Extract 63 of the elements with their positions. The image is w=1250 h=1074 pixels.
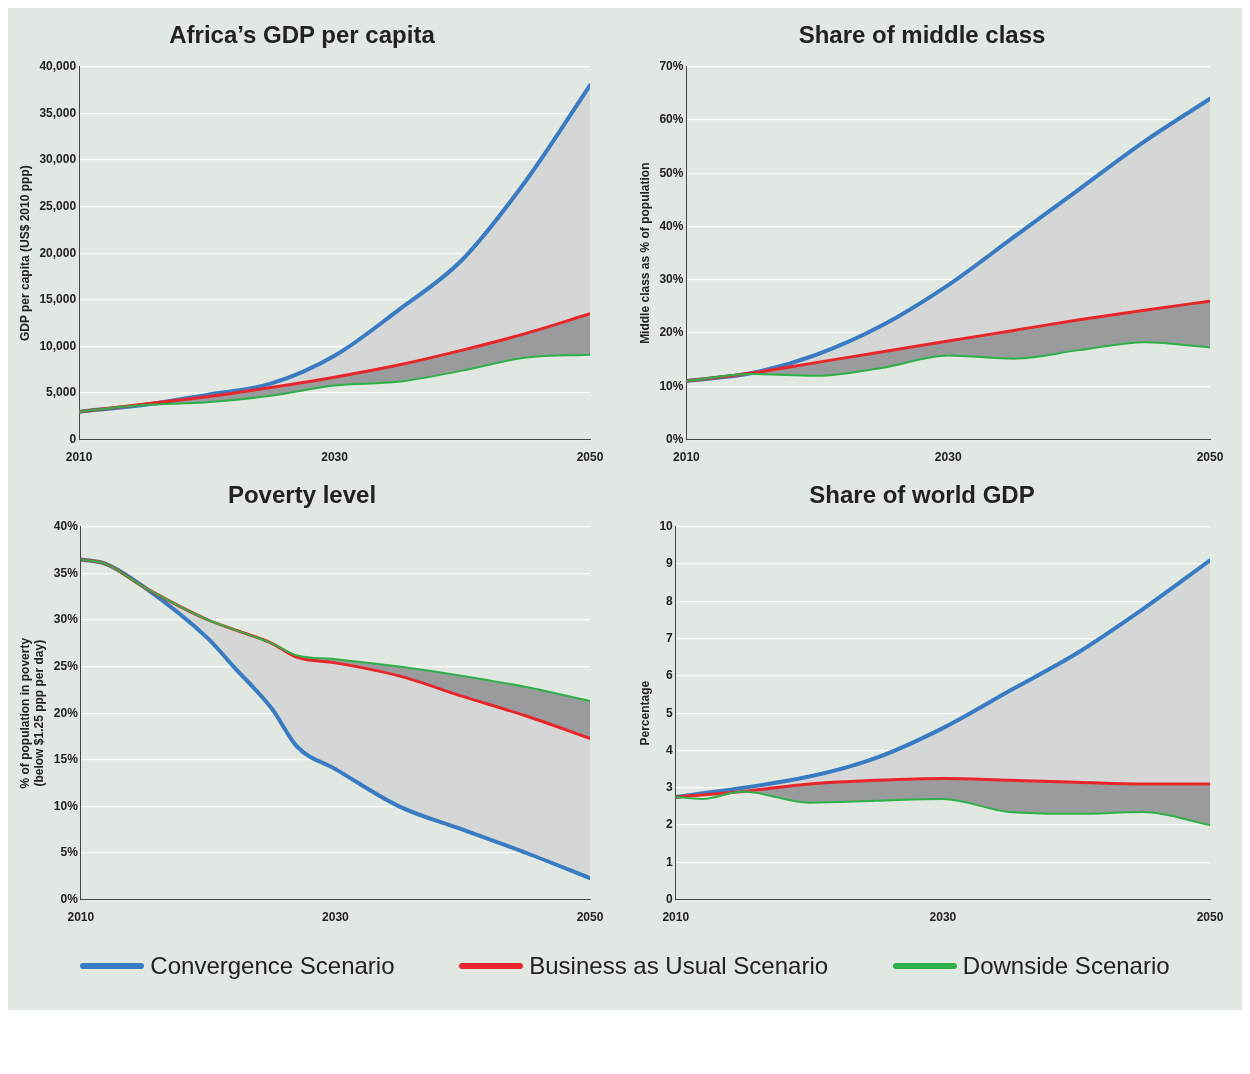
y-tick-label: 15% — [53, 752, 79, 767]
line-series — [675, 776, 1210, 799]
y-tick-label: 1 — [666, 854, 674, 869]
y-tick-label: 0% — [60, 891, 79, 906]
y-tick-label: 40,000 — [39, 59, 77, 74]
y-axis-title: Percentage — [637, 680, 652, 746]
y-tick-label: 10 — [659, 519, 674, 534]
y-tick-label: 30% — [53, 612, 79, 627]
y-tick-label: 20,000 — [39, 245, 77, 260]
y-tick-label: 8 — [666, 593, 674, 608]
x-tick-label: 2010 — [67, 910, 95, 925]
y-tick-label: 40% — [53, 519, 79, 534]
y-tick-label: 35,000 — [39, 105, 77, 120]
x-tick-label: 2030 — [934, 450, 962, 465]
line-series — [686, 341, 1210, 383]
y-tick-label: 30,000 — [39, 152, 77, 167]
y-axis-title: Middle class as % of population — [637, 162, 652, 344]
y-tick-label: 50% — [659, 165, 684, 180]
y-tick-label: 70% — [659, 59, 684, 74]
y-tick-label: 30% — [659, 272, 684, 287]
y-tick-label: 15,000 — [39, 292, 77, 307]
y-tick-label: 40% — [659, 218, 684, 233]
x-tick-label: 2010 — [673, 450, 701, 465]
y-axis-title: % of population in poverty (below $1.25 ppp per day) — [17, 637, 46, 789]
y-tick-label: 10% — [659, 378, 684, 393]
y-tick-label: 60% — [659, 112, 684, 127]
y-axis-title: GDP per capita (US$ 2010 ppp) — [17, 165, 32, 342]
y-tick-label: 2 — [666, 817, 674, 832]
y-tick-label: 20% — [53, 705, 79, 720]
x-tick-label: 2050 — [1196, 450, 1224, 465]
x-tick-label: 2030 — [929, 910, 957, 925]
x-tick-label: 2050 — [576, 910, 604, 925]
y-tick-label: 7 — [666, 630, 674, 645]
y-tick-label: 0 — [666, 891, 674, 906]
y-tick-label: 25,000 — [39, 198, 77, 213]
legend-label: Downside Scenario — [962, 952, 1170, 980]
legend-label: Business as Usual Scenario — [529, 952, 829, 980]
y-tick-label: 4 — [666, 742, 674, 757]
y-tick-label: 3 — [666, 780, 674, 795]
y-tick-label: 35% — [53, 565, 79, 580]
chart-title: Africa’s GDP per capita — [169, 21, 436, 49]
y-tick-label: 5 — [666, 705, 674, 720]
chart-title: Share of middle class — [798, 21, 1046, 49]
legend-label: Convergence Scenario — [150, 952, 395, 980]
x-tick-label: 2030 — [322, 910, 350, 925]
y-tick-label: 0% — [666, 431, 684, 446]
y-tick-label: 10% — [53, 798, 79, 813]
line-series — [675, 790, 1210, 827]
x-tick-label: 2010 — [65, 450, 93, 465]
x-tick-label: 2030 — [321, 450, 349, 465]
y-tick-label: 5,000 — [46, 385, 77, 400]
chart-title: Share of world GDP — [809, 481, 1035, 509]
y-tick-label: 0 — [69, 431, 77, 446]
x-tick-label: 2010 — [662, 910, 690, 925]
x-tick-label: 2050 — [1196, 910, 1224, 925]
y-tick-label: 10,000 — [39, 338, 77, 353]
y-tick-label: 5% — [60, 845, 79, 860]
y-tick-label: 9 — [666, 556, 674, 571]
x-tick-label: 2050 — [576, 450, 604, 465]
y-tick-label: 25% — [53, 658, 79, 673]
chart-title: Poverty level — [227, 481, 377, 509]
y-tick-label: 6 — [666, 668, 674, 683]
y-tick-label: 20% — [659, 325, 684, 340]
